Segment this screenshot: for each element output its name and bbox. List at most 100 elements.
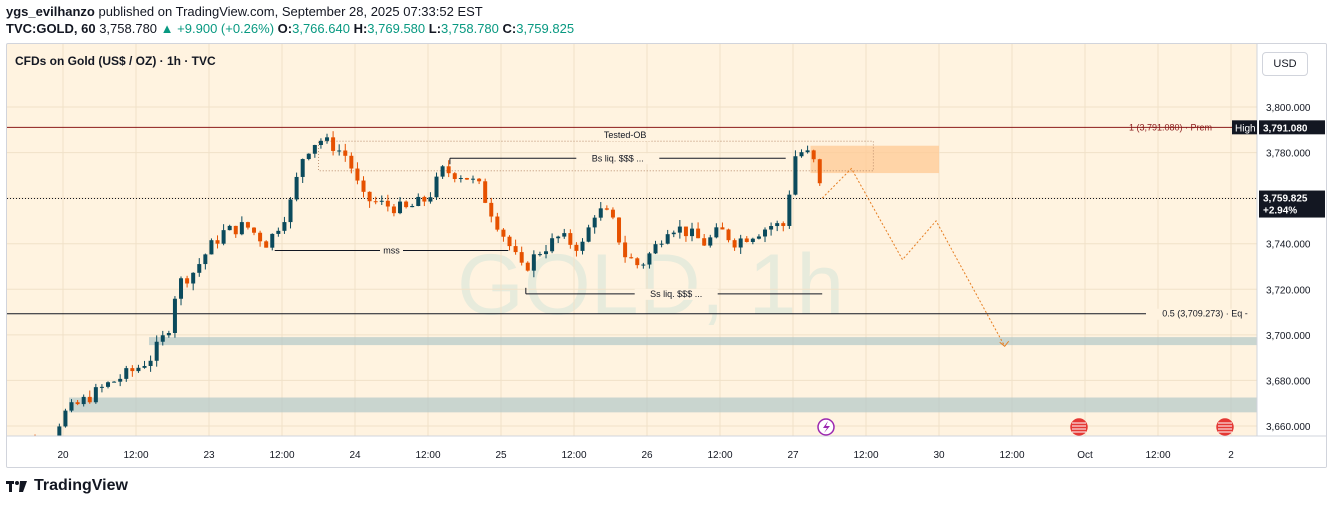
brand-name: TradingView xyxy=(34,477,128,494)
candle-body xyxy=(136,367,141,372)
high-value: 3,769.580 xyxy=(367,21,426,36)
candle-body xyxy=(440,166,445,177)
publish-text: published on TradingView.com, September … xyxy=(98,4,483,19)
candle-body xyxy=(185,278,190,284)
candle-body xyxy=(276,230,281,234)
candle-body xyxy=(483,181,488,203)
candle-body xyxy=(227,225,232,231)
candle-body xyxy=(245,222,250,228)
candle-body xyxy=(373,201,378,203)
candle-body xyxy=(300,159,305,177)
demand-zone xyxy=(69,397,1261,413)
tradingview-logo-icon xyxy=(6,481,27,492)
chart-pane[interactable]: GOLD, 1h Tested-OB Bs liq. $$$ ... Ss liq. … xyxy=(6,43,1327,468)
candle-body xyxy=(154,341,159,361)
candle-body xyxy=(69,402,74,411)
currency-button[interactable]: USD xyxy=(1262,52,1308,76)
candle-body xyxy=(355,168,360,181)
candle-body xyxy=(799,152,804,157)
candle-body xyxy=(264,241,269,248)
price-tick-label: 3,740.000 xyxy=(1266,240,1311,251)
close-value: 3,759.825 xyxy=(516,21,575,36)
candle-body xyxy=(446,166,451,174)
candle-body xyxy=(416,196,421,206)
last-change-label: +2.94% xyxy=(1263,206,1297,217)
mss-label-bg xyxy=(380,245,403,257)
candle-body xyxy=(239,222,244,235)
candle-body xyxy=(556,236,561,239)
liquidity-zone xyxy=(149,337,1261,346)
candle-body xyxy=(306,153,311,160)
tested-ob-label: Tested-OB xyxy=(604,130,647,140)
candle-body xyxy=(495,216,500,230)
candle-body xyxy=(507,236,512,247)
time-tick-label: 24 xyxy=(349,450,361,461)
projection-arrowhead xyxy=(999,340,1010,347)
candle-body xyxy=(318,140,323,145)
us-flag-event-icon[interactable] xyxy=(1216,418,1234,436)
candle-body xyxy=(805,150,810,153)
candle-body xyxy=(452,173,457,180)
tradingview-logo[interactable]: TradingView xyxy=(6,477,128,495)
candle-body xyxy=(659,243,664,245)
tested-ob-label-bg xyxy=(598,130,652,142)
candle-body xyxy=(160,335,165,342)
last-price-label: 3,759.825 xyxy=(1263,194,1308,205)
us-flag-event-icon[interactable] xyxy=(1070,418,1088,436)
candle-body xyxy=(179,278,184,299)
last-price-value: 3,758.780 xyxy=(99,21,158,36)
time-tick-label: 27 xyxy=(787,450,799,461)
open-label: O: xyxy=(277,21,293,36)
ss-liq-label-bg xyxy=(634,288,718,300)
time-axis-bg xyxy=(7,436,1326,467)
candle-body xyxy=(148,360,153,366)
candle-body xyxy=(349,155,354,169)
candle-body xyxy=(513,246,518,253)
high-label: H: xyxy=(353,21,368,36)
lightning-icon xyxy=(823,421,830,433)
time-tick-label: 12:00 xyxy=(1145,450,1170,461)
candle-body xyxy=(696,228,701,239)
tested-ob-box xyxy=(318,140,874,172)
last-price-bg xyxy=(1259,190,1325,218)
candle-body xyxy=(434,176,439,198)
candle-body xyxy=(294,176,299,200)
price-tick-label: 3,800.000 xyxy=(1266,103,1311,114)
candle-body xyxy=(562,233,567,237)
candle-body xyxy=(361,180,366,192)
candle-body xyxy=(702,238,707,246)
up-triangle-icon: ▲ xyxy=(160,21,174,36)
time-tick-label: 12:00 xyxy=(853,450,878,461)
candle-body xyxy=(118,378,123,382)
chart-symbol-title[interactable]: CFDs on Gold (US$ / OZ) · 1h · TVC xyxy=(15,54,216,68)
candle-body xyxy=(106,382,111,387)
time-tick-label: 12:00 xyxy=(123,450,148,461)
high-tag-bg xyxy=(1232,120,1257,135)
candle-body xyxy=(793,156,798,195)
candle-body xyxy=(501,229,506,237)
candle-body xyxy=(598,208,603,218)
candle-body xyxy=(367,191,372,202)
publisher-name[interactable]: ygs_evilhanzo xyxy=(6,4,95,19)
high-value-label: 3,791.080 xyxy=(1263,123,1308,134)
change-value: +9.900 (+0.26%) xyxy=(177,21,275,36)
price-axis-bg xyxy=(1257,44,1326,467)
candle-body xyxy=(124,368,129,379)
high-tag-label: High xyxy=(1235,123,1256,134)
candle-body xyxy=(477,178,482,182)
candle-body xyxy=(112,381,117,383)
candle-body xyxy=(775,223,780,227)
low-label: L: xyxy=(428,21,442,36)
time-tick-label: Oct xyxy=(1077,450,1093,461)
fib-05-label-bg xyxy=(1146,308,1264,320)
bs-liq-label: Bs liq. $$$ ... xyxy=(592,153,644,163)
low-value: 3,758.780 xyxy=(441,21,499,36)
candle-body xyxy=(172,298,177,334)
candle-body xyxy=(252,227,257,233)
candle-body xyxy=(379,200,384,202)
candle-body xyxy=(690,228,695,237)
ss-liq-label: Ss liq. $$$ ... xyxy=(650,289,702,299)
candle-body xyxy=(404,201,409,208)
time-tick-label: 26 xyxy=(641,450,653,461)
